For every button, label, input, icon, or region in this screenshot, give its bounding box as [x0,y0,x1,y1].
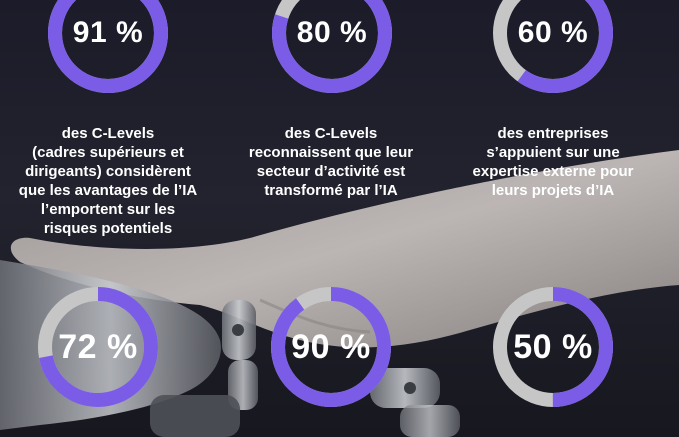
progress-ring-5: 90 % [269,285,393,409]
progress-ring-4: 72 % [36,285,160,409]
ring-fill-4 [38,287,158,407]
stat-description-1: des C-Levels (cadres supérieurs et dirig… [18,125,198,237]
ring-fill-5 [271,287,391,407]
percent-value-2: 80 % [296,16,368,49]
percent-value-4: 72 % [58,327,138,366]
percent-value-5: 90 % [291,327,371,366]
ring-fill-6 [493,287,613,407]
percent-value-1: 91 % [72,16,144,49]
stat-description-2: des C-Levels reconnaissent que leur sect… [248,125,414,199]
progress-ring-1: 91 % [46,0,170,95]
ring-fill-1 [48,0,168,93]
progress-ring-2: 80 % [270,0,394,95]
percent-value-3: 60 % [517,16,589,49]
percent-value-6: 50 % [513,327,593,366]
progress-ring-6: 50 % [491,285,615,409]
ring-fill-3 [493,0,613,93]
stat-description-3: des entreprises s’appuient sur une exper… [472,125,634,199]
progress-ring-3: 60 % [491,0,615,95]
ring-fill-2 [272,0,392,93]
